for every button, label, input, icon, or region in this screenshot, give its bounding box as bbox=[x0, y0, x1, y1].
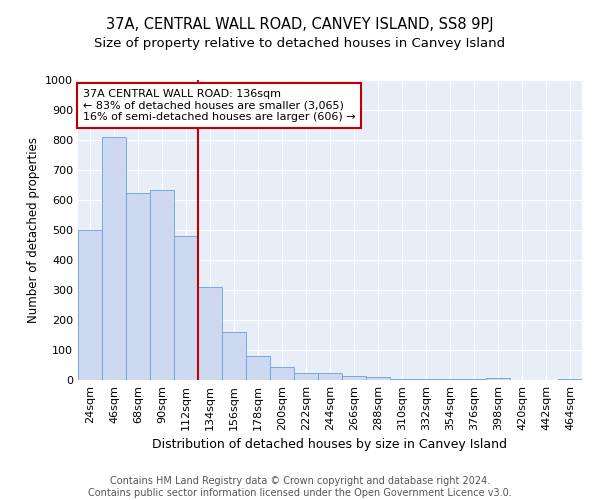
Bar bbox=[294, 374, 318, 380]
Bar bbox=[246, 356, 270, 380]
Bar bbox=[222, 332, 246, 380]
Bar bbox=[486, 378, 510, 380]
Bar bbox=[102, 137, 126, 380]
Text: 37A, CENTRAL WALL ROAD, CANVEY ISLAND, SS8 9PJ: 37A, CENTRAL WALL ROAD, CANVEY ISLAND, S… bbox=[106, 18, 494, 32]
Bar bbox=[150, 190, 174, 380]
Bar bbox=[342, 376, 366, 380]
Bar bbox=[438, 379, 462, 380]
Text: Size of property relative to detached houses in Canvey Island: Size of property relative to detached ho… bbox=[94, 38, 506, 51]
Bar bbox=[126, 192, 150, 380]
Bar bbox=[390, 378, 414, 380]
Bar bbox=[174, 236, 198, 380]
Y-axis label: Number of detached properties: Number of detached properties bbox=[26, 137, 40, 323]
Bar bbox=[318, 374, 342, 380]
Bar bbox=[558, 378, 582, 380]
Text: 37A CENTRAL WALL ROAD: 136sqm
← 83% of detached houses are smaller (3,065)
16% o: 37A CENTRAL WALL ROAD: 136sqm ← 83% of d… bbox=[83, 89, 356, 122]
Text: Contains HM Land Registry data © Crown copyright and database right 2024.
Contai: Contains HM Land Registry data © Crown c… bbox=[88, 476, 512, 498]
X-axis label: Distribution of detached houses by size in Canvey Island: Distribution of detached houses by size … bbox=[152, 438, 508, 452]
Bar bbox=[414, 379, 438, 380]
Bar bbox=[270, 366, 294, 380]
Bar bbox=[366, 377, 390, 380]
Bar bbox=[198, 287, 222, 380]
Bar bbox=[78, 230, 102, 380]
